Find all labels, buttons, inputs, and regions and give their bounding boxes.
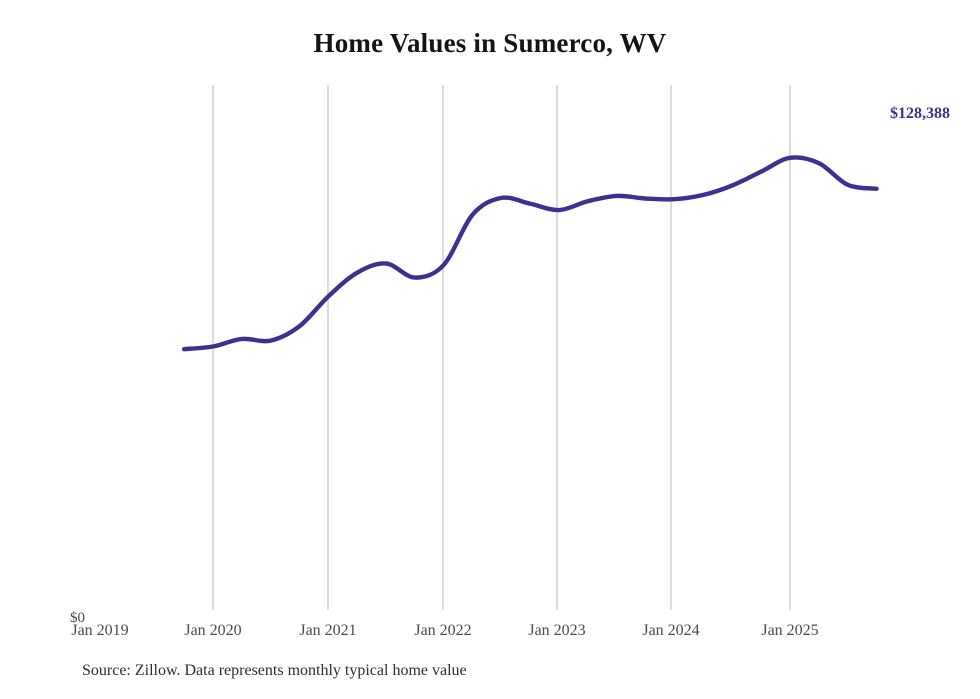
end-value-label: $128,388	[890, 105, 950, 122]
x-tick-label-jan-2024: Jan 2024	[642, 622, 700, 639]
home-value-line	[181, 155, 879, 352]
x-tick-label-jan-2020: Jan 2020	[184, 622, 242, 639]
gridlines	[212, 85, 791, 610]
x-tick-label-jan-2025: Jan 2025	[761, 622, 819, 639]
x-tick-label-jan-2019: Jan 2019	[71, 622, 129, 639]
x-tick-label-jan-2023: Jan 2023	[528, 622, 586, 639]
y-tick-label-0: $0	[70, 610, 85, 626]
x-tick-label-jan-2022: Jan 2022	[414, 622, 472, 639]
chart-title: Home Values in Sumerco, WV	[313, 28, 667, 58]
x-tick-label-jan-2021: Jan 2021	[299, 622, 357, 639]
source-note: Source: Zillow. Data represents monthly …	[82, 662, 467, 679]
